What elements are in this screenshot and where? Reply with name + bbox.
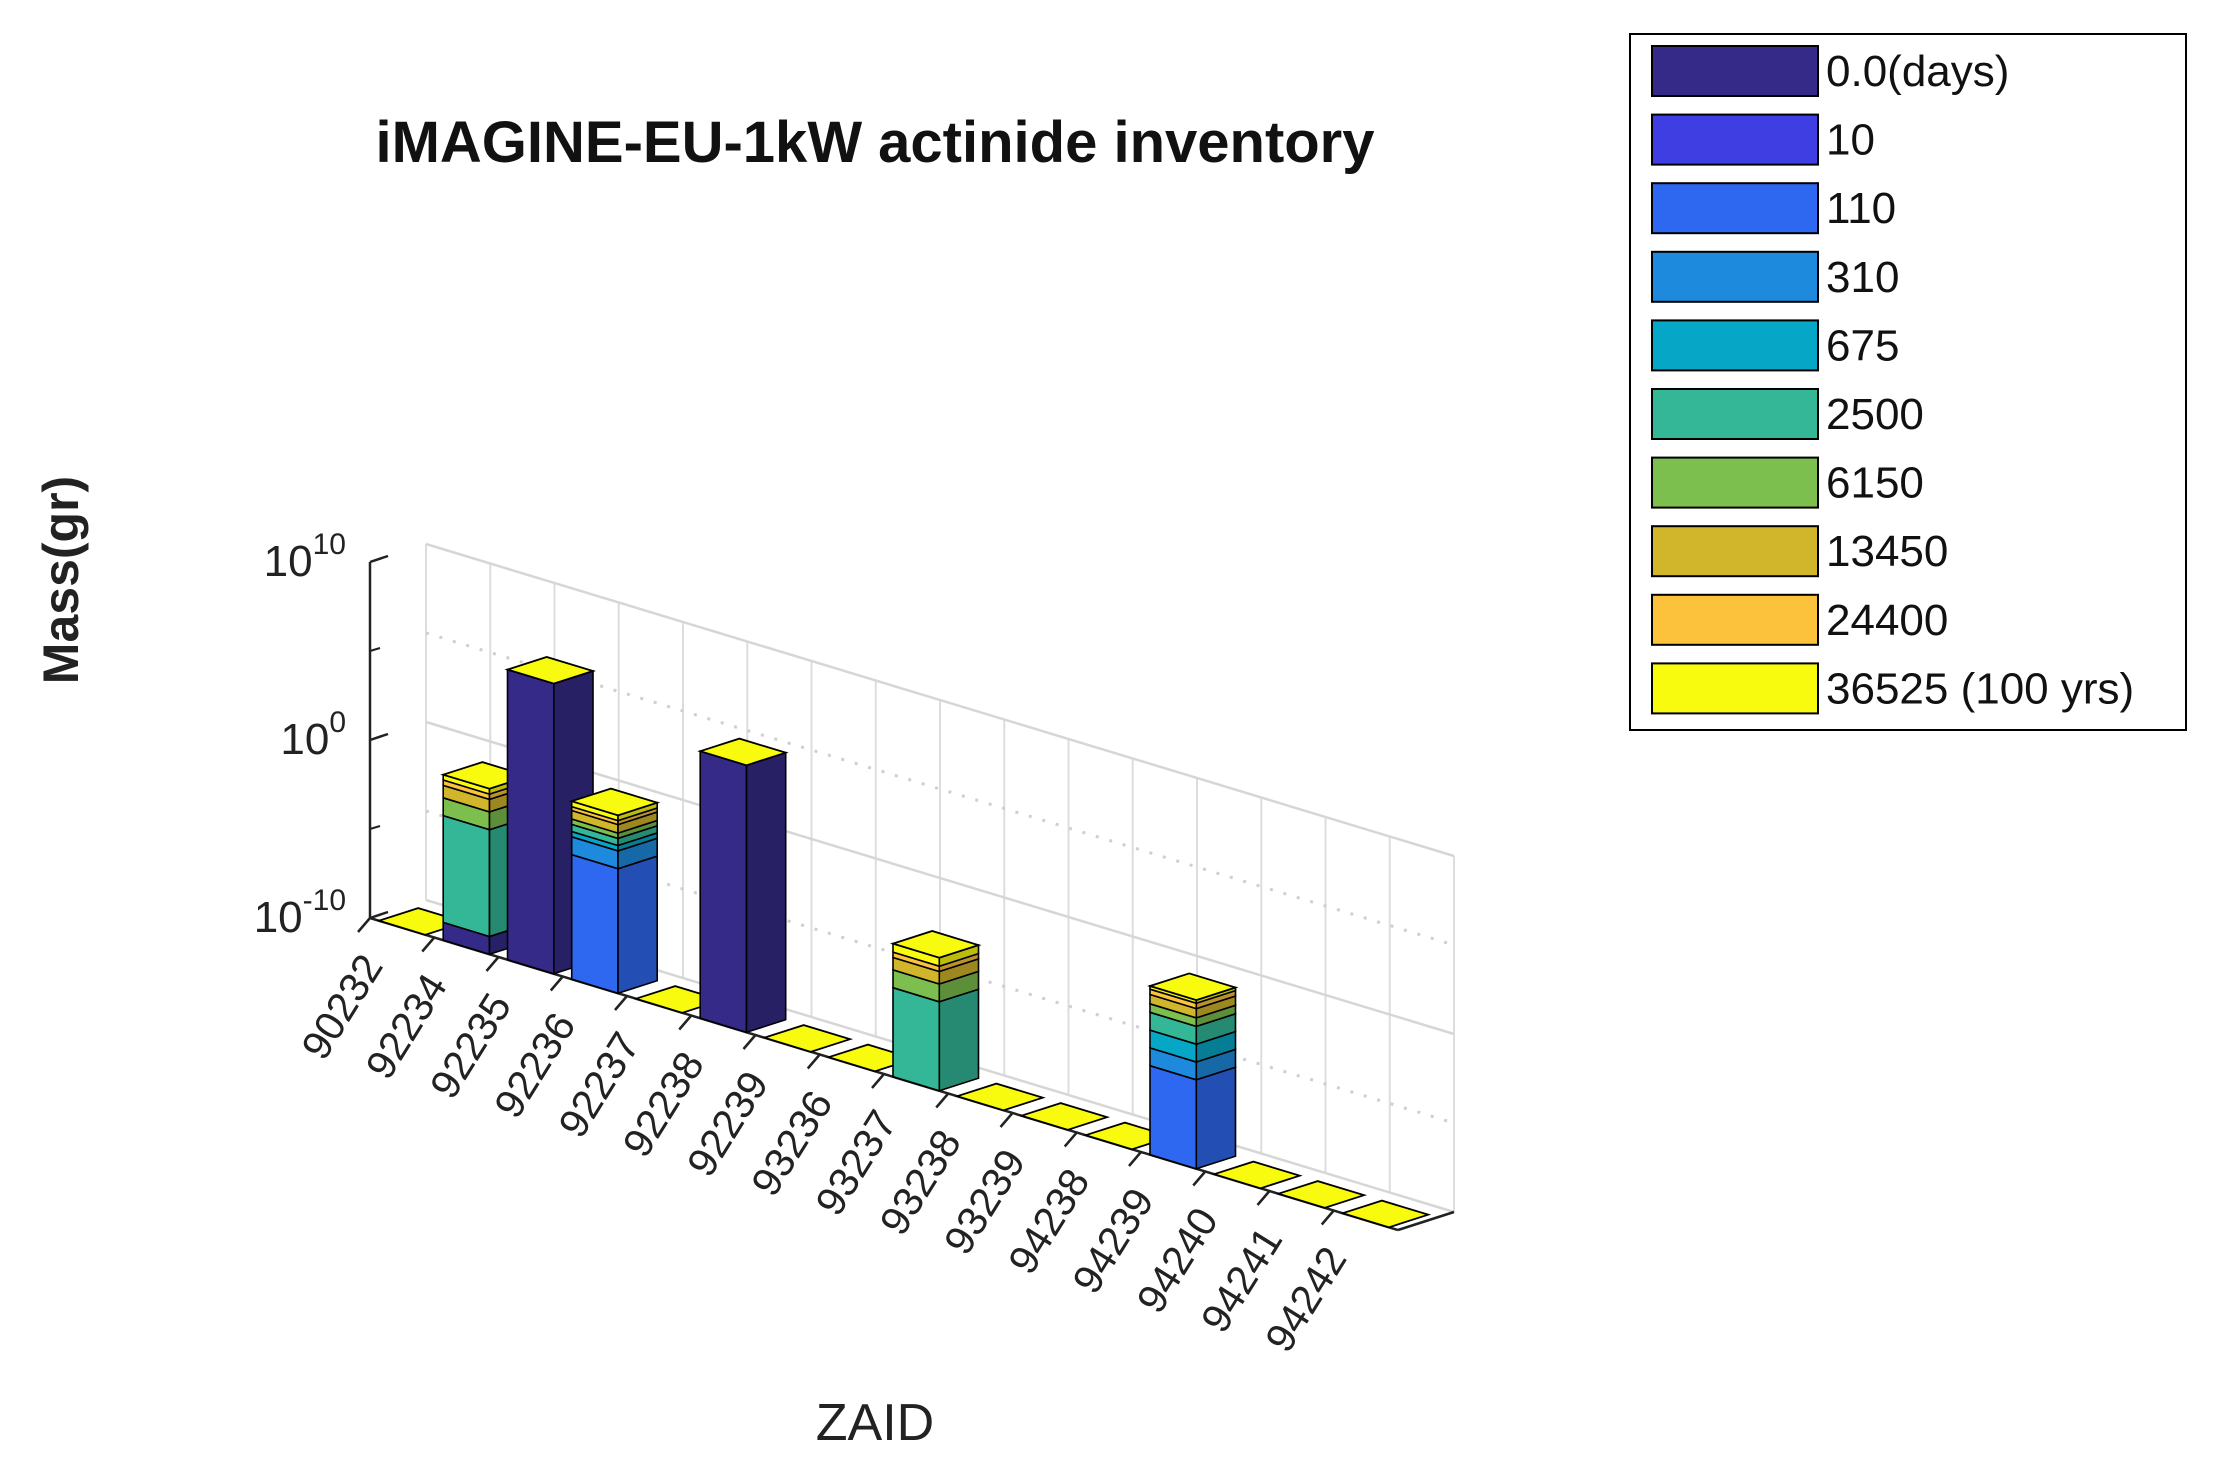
legend-label: 2500 <box>1826 390 1924 439</box>
bar-top <box>1146 972 1239 1002</box>
legend-label: 6150 <box>1826 459 1924 508</box>
legend-item: 675 <box>1651 319 1899 372</box>
y-tick-mark <box>369 554 389 564</box>
bar-top <box>954 1082 1046 1112</box>
bar-top <box>1018 1102 1111 1131</box>
bar-segment-side <box>1195 1066 1237 1170</box>
legend-item: 6150 <box>1651 456 1924 509</box>
x-tick-mark <box>1192 1170 1207 1187</box>
x-tick-mark <box>742 1034 757 1050</box>
legend-swatch <box>1651 182 1819 235</box>
y-tick-mark <box>369 910 389 920</box>
legend-swatch <box>1651 388 1819 440</box>
x-tick-mark <box>1256 1190 1271 1206</box>
x-tick-mark <box>935 1092 950 1109</box>
grid-line-major <box>425 542 1455 858</box>
bar-segment <box>892 986 941 1092</box>
legend-label: 110 <box>1826 184 1896 233</box>
bar-segment <box>570 853 619 995</box>
bar-top <box>1339 1199 1432 1229</box>
bar-top <box>1211 1160 1303 1190</box>
legend-swatch <box>1651 662 1819 715</box>
x-tick-mark <box>357 917 371 933</box>
legend-label: 13450 <box>1826 527 1948 576</box>
legend-swatch <box>1651 250 1819 303</box>
legend-item: 24400 <box>1651 593 1948 646</box>
legend-swatch <box>1651 319 1819 372</box>
x-tick-mark <box>1063 1131 1078 1148</box>
bar-top <box>504 656 597 685</box>
x-tick-mark <box>678 1014 693 1031</box>
legend-label: 24400 <box>1826 596 1948 645</box>
legend-swatch <box>1651 45 1819 97</box>
legend-label: 10 <box>1826 116 1875 165</box>
legend-swatch <box>1651 525 1819 578</box>
y-tick-label: 10-10 <box>254 884 346 942</box>
y-tick-label: 1010 <box>264 528 346 586</box>
legend-label: 675 <box>1826 321 1899 370</box>
grid-line-major <box>425 720 1455 1036</box>
y-minor-tick <box>369 825 381 830</box>
legend-label: 0.0(days) <box>1826 47 2009 96</box>
legend-item: 36525 (100 yrs) <box>1651 662 2134 715</box>
legend-label: 310 <box>1826 253 1899 302</box>
bar-top <box>761 1024 854 1053</box>
bar-top <box>697 737 789 767</box>
x-tick-mark <box>806 1053 821 1070</box>
legend-item: 2500 <box>1651 388 1924 440</box>
x-tick-mark <box>1320 1209 1335 1226</box>
bar-segment <box>506 668 555 975</box>
legend-swatch <box>1651 456 1819 509</box>
bar-top <box>889 930 982 959</box>
y-axis-label: Mass(gr) <box>33 476 89 684</box>
labels: 10-1010010109023292234922359223692237922… <box>254 528 1356 1360</box>
bar-top <box>1275 1180 1368 1209</box>
legend-item: 13450 <box>1651 525 1948 578</box>
x-axis-label: ZAID <box>816 1394 934 1452</box>
legend-label: 36525 (100 yrs) <box>1826 664 2134 713</box>
bar-segment-side <box>617 855 659 995</box>
chart-title: iMAGINE-EU-1kW actinide inventory <box>375 110 1374 175</box>
y-tick-mark <box>369 732 389 742</box>
legend-swatch <box>1651 113 1819 166</box>
bar-segment <box>442 814 491 938</box>
bars <box>375 656 1432 1229</box>
legend: 0.0(days) 10 110 310 675 2500 6150 13450 24400 36… <box>1629 33 2187 731</box>
legend-item: 0.0(days) <box>1651 45 2009 97</box>
x-tick-mark <box>614 995 628 1011</box>
bar-top <box>568 787 661 817</box>
bar-segment <box>1149 1064 1198 1170</box>
x-tick-mark <box>421 936 436 953</box>
bar-segment <box>699 750 748 1034</box>
legend-item: 10 <box>1651 113 1875 166</box>
x-tick-mark <box>549 975 564 992</box>
x-tick-mark <box>871 1073 885 1089</box>
bar-segment-side <box>938 988 980 1092</box>
x-tick-mark <box>485 956 500 972</box>
x-tick-mark <box>999 1112 1014 1128</box>
legend-item: 310 <box>1651 250 1899 303</box>
legend-swatch <box>1651 593 1819 646</box>
x-tick-mark <box>1128 1151 1142 1167</box>
bar-segment-side <box>745 751 787 1034</box>
y-minor-tick <box>369 647 381 652</box>
legend-item: 110 <box>1651 182 1896 235</box>
floor-edge-line <box>1397 1210 1455 1232</box>
y-tick-label: 100 <box>280 706 346 764</box>
